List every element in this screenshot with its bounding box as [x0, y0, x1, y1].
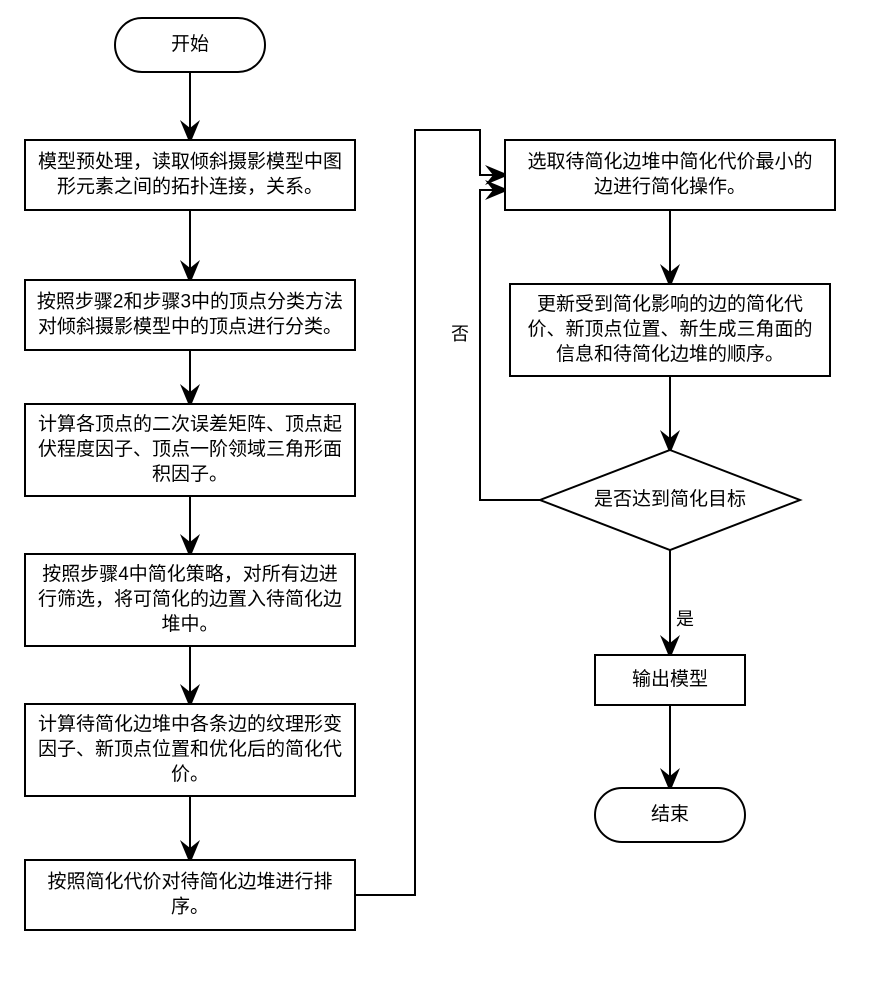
- svg-text:堆中。: 堆中。: [161, 613, 218, 635]
- node-end: 结束: [595, 788, 745, 842]
- node-s7: 选取待简化边堆中简化代价最小的边进行简化操作。: [505, 140, 835, 210]
- svg-text:对倾斜摄影模型中的顶点进行分类。: 对倾斜摄影模型中的顶点进行分类。: [38, 316, 342, 338]
- node-s4: 按照步骤4中简化策略，对所有边进行筛选，将可简化的边置入待简化边堆中。: [25, 554, 355, 646]
- node-s6: 按照简化代价对待简化边堆进行排序。: [25, 860, 355, 930]
- svg-text:边进行简化操作。: 边进行简化操作。: [594, 176, 746, 198]
- edge-label-否: 否: [451, 324, 469, 344]
- svg-text:按照简化代价对待简化边堆进行排: 按照简化代价对待简化边堆进行排: [47, 871, 332, 893]
- node-s8: 更新受到简化影响的边的简化代价、新顶点位置、新生成三角面的信息和待简化边堆的顺序…: [510, 284, 830, 376]
- svg-text:更新受到简化影响的边的简化代: 更新受到简化影响的边的简化代: [537, 293, 803, 315]
- node-s2: 按照步骤2和步骤3中的顶点分类方法对倾斜摄影模型中的顶点进行分类。: [25, 280, 355, 350]
- svg-text:选取待简化边堆中简化代价最小的: 选取待简化边堆中简化代价最小的: [527, 151, 812, 173]
- node-s1: 模型预处理，读取倾斜摄影模型中图形元素之间的拓扑连接，关系。: [25, 140, 355, 210]
- edge-dec-out: 是: [670, 550, 694, 655]
- node-s3: 计算各顶点的二次误差矩阵、顶点起伏程度因子、顶点一阶领域三角形面积因子。: [25, 404, 355, 496]
- node-s5: 计算待简化边堆中各条边的纹理形变因子、新顶点位置和优化后的简化代价。: [25, 704, 355, 796]
- svg-text:积因子。: 积因子。: [152, 463, 228, 485]
- svg-text:信息和待简化边堆的顺序。: 信息和待简化边堆的顺序。: [556, 343, 784, 365]
- node-out: 输出模型: [595, 655, 745, 705]
- node-start: 开始: [115, 18, 265, 72]
- svg-text:开始: 开始: [171, 33, 209, 55]
- edge-s6-s7: [355, 130, 505, 895]
- svg-text:形元素之间的拓扑连接，关系。: 形元素之间的拓扑连接，关系。: [57, 176, 323, 198]
- svg-text:计算各顶点的二次误差矩阵、顶点起: 计算各顶点的二次误差矩阵、顶点起: [38, 413, 342, 435]
- svg-text:按照步骤2和步骤3中的顶点分类方法: 按照步骤2和步骤3中的顶点分类方法: [37, 291, 343, 313]
- svg-text:按照步骤4中简化策略，对所有边进: 按照步骤4中简化策略，对所有边进: [42, 563, 338, 585]
- svg-text:行筛选，将可简化的边置入待简化边: 行筛选，将可简化的边置入待简化边: [38, 588, 342, 610]
- svg-text:因子、新顶点位置和优化后的简化代: 因子、新顶点位置和优化后的简化代: [38, 738, 342, 760]
- svg-text:价、新顶点位置、新生成三角面的: 价、新顶点位置、新生成三角面的: [527, 318, 812, 340]
- flowchart-diagram: 否是 开始模型预处理，读取倾斜摄影模型中图形元素之间的拓扑连接，关系。按照步骤2…: [0, 0, 878, 1000]
- svg-text:输出模型: 输出模型: [632, 668, 708, 690]
- svg-text:模型预处理，读取倾斜摄影模型中图: 模型预处理，读取倾斜摄影模型中图: [38, 151, 342, 173]
- svg-text:计算待简化边堆中各条边的纹理形变: 计算待简化边堆中各条边的纹理形变: [38, 713, 342, 735]
- svg-text:是否达到简化目标: 是否达到简化目标: [594, 488, 746, 510]
- node-dec: 是否达到简化目标: [540, 450, 800, 550]
- svg-text:价。: 价。: [171, 764, 209, 785]
- svg-text:序。: 序。: [171, 896, 209, 918]
- edge-label-是: 是: [676, 609, 694, 629]
- svg-text:结束: 结束: [651, 803, 689, 825]
- svg-text:伏程度因子、顶点一阶领域三角形面: 伏程度因子、顶点一阶领域三角形面: [38, 438, 342, 460]
